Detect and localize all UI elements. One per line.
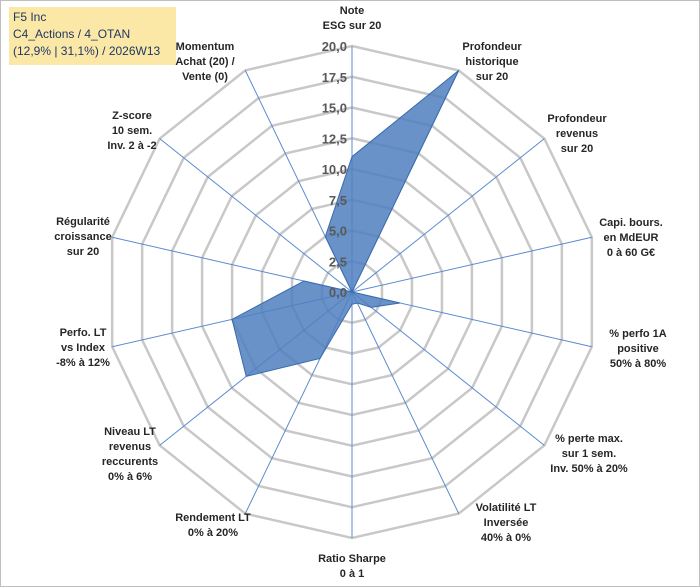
axis-label-2: Profondeur revenus sur 20 (547, 113, 607, 155)
axis-spoke-2 (351, 138, 545, 293)
axis-label-3: Capi. bours. en MdEUR 0 à 60 G€ (599, 217, 663, 259)
tick-label-0: 0,0 (329, 285, 347, 300)
axis-label-13: Momentum Achat (20) / Vente (0) (175, 41, 234, 83)
tick-label-4: 10,0 (322, 162, 347, 177)
axis-label-7: Ratio Sharpe 0 à 1 (318, 553, 386, 580)
tick-label-7: 17,5 (322, 70, 347, 85)
data-series-area (231, 69, 460, 377)
axis-label-0: Note ESG sur 20 (323, 5, 382, 32)
axis-label-5: % perte max. sur 1 sem. Inv. 50% à 20% (550, 433, 628, 475)
tick-label-3: 7,5 (329, 193, 347, 208)
tick-label-2: 5,0 (329, 224, 347, 239)
tick-label-1: 2,5 (329, 254, 347, 269)
axis-label-11: Régularité croissance sur 20 (54, 216, 111, 258)
tick-label-5: 12,5 (322, 131, 347, 146)
axis-label-4: % perfo 1A positive 50% à 80% (609, 328, 667, 370)
axis-spoke-3 (351, 236, 592, 293)
title-stats: (12,9% | 31,1%) / 2026W13 (13, 44, 161, 58)
axis-label-8: Rendement LT 0% à 20% (175, 512, 251, 539)
title-category: C4_Actions / 4_OTAN (13, 27, 131, 41)
axis-spoke-5 (351, 291, 545, 446)
axis-label-12: Z-score 10 sem. Inv. 2 à -2 (107, 110, 156, 152)
tick-label-8: 20,0 (322, 39, 347, 54)
tick-label-6: 15,0 (322, 101, 347, 116)
axis-spoke-6 (351, 291, 460, 514)
axis-label-6: Volatilité LT Inversée 40% à 0% (476, 502, 537, 544)
axis-spoke-12 (159, 138, 353, 293)
chart-title-box: F5 Inc C4_Actions / 4_OTAN (12,9% | 31,1… (9, 7, 176, 65)
title-company: F5 Inc (13, 10, 47, 24)
axis-label-9: Niveau LT revenus reccurents 0% à 6% (102, 426, 158, 483)
axis-label-1: Profondeur historique sur 20 (462, 41, 522, 83)
axis-label-10: Perfo. LT vs Index -8% à 12% (56, 327, 110, 369)
